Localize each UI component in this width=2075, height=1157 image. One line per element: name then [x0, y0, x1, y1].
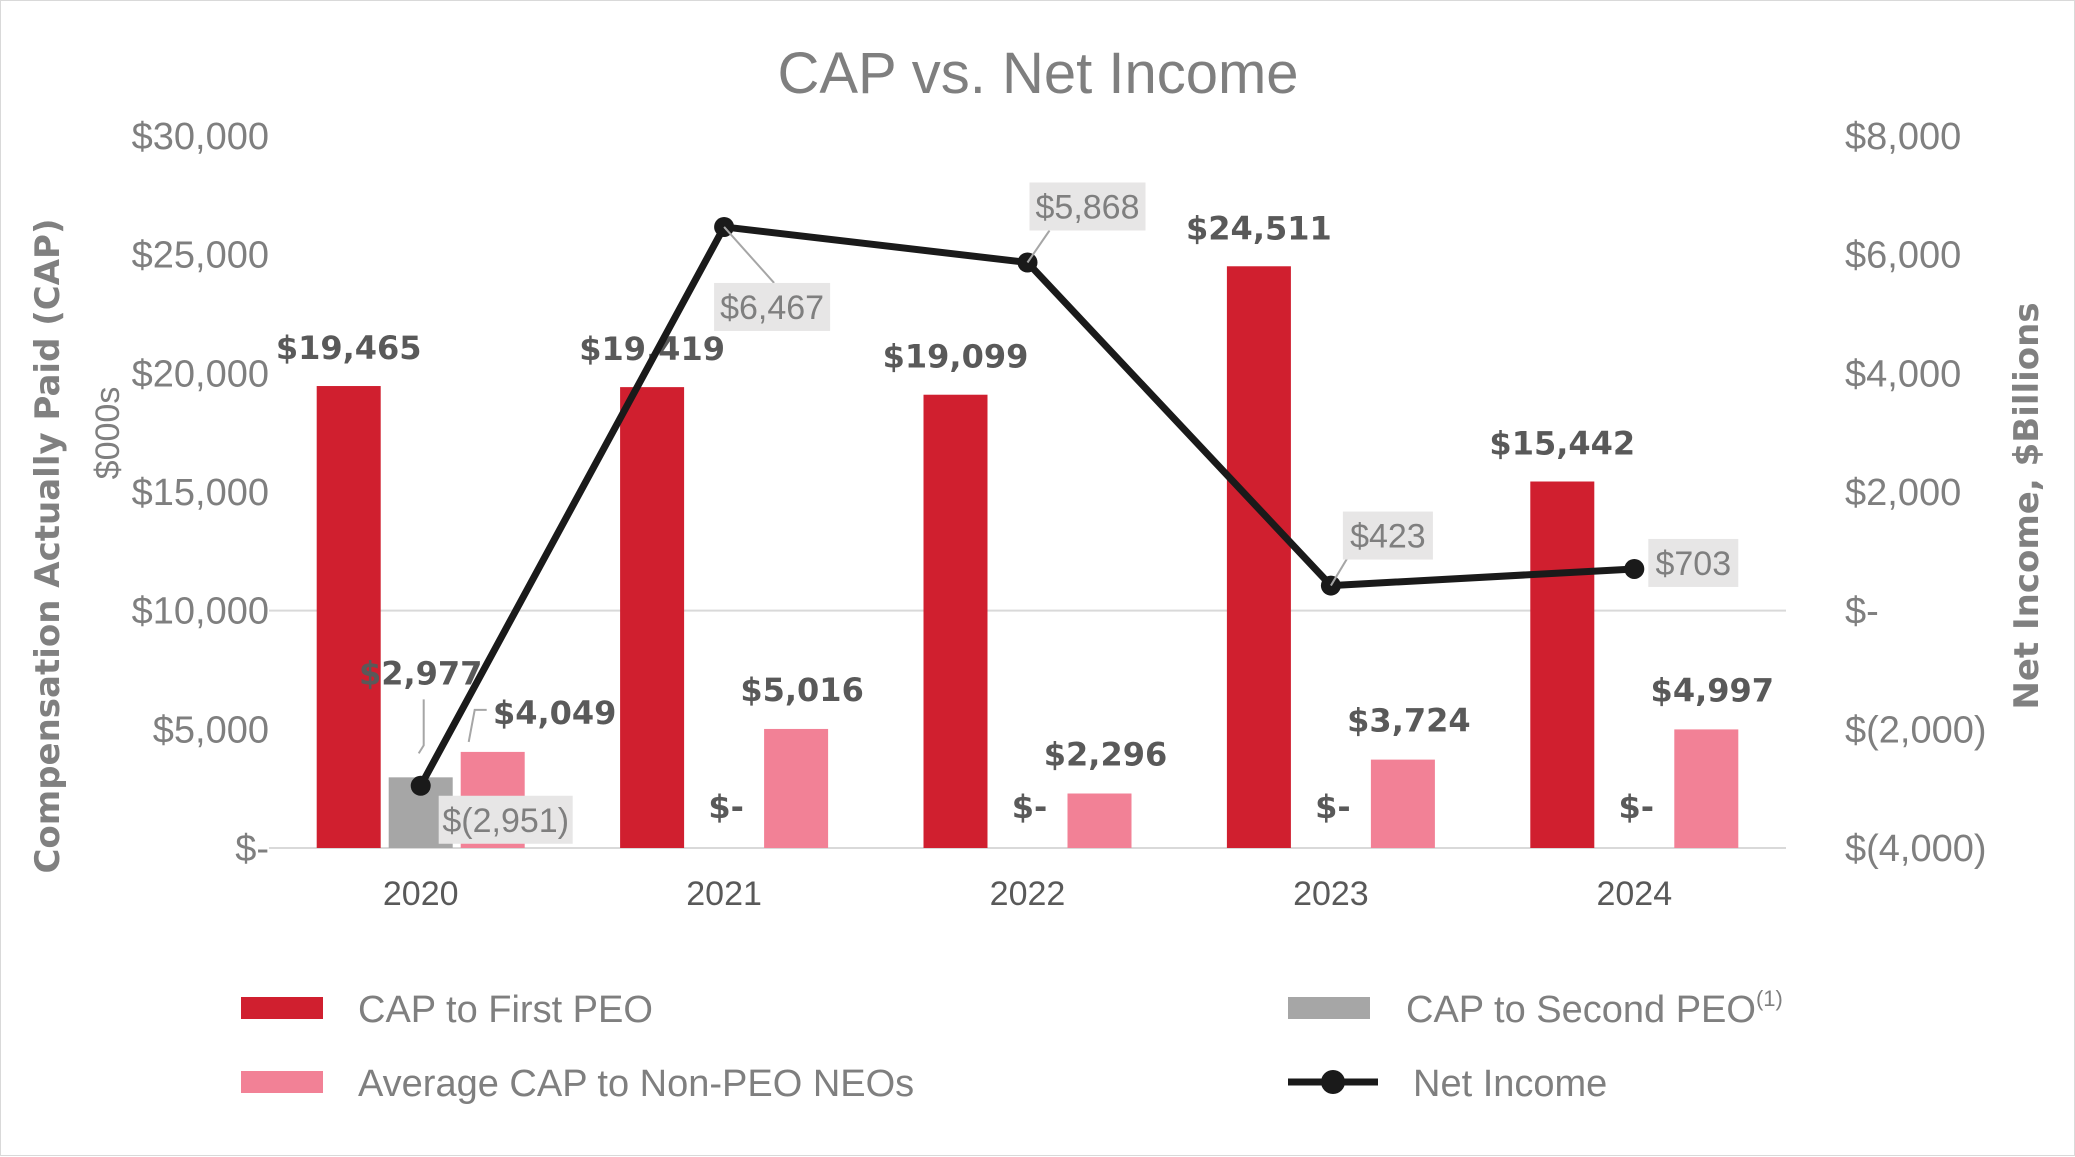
- legend-swatch: [241, 997, 323, 1019]
- y2-tick-label: $(2,000): [1845, 709, 1987, 751]
- net-income-callout-box: [1342, 511, 1433, 560]
- first-peo-bar: [923, 394, 988, 848]
- y-tick-label: $30,000: [132, 116, 269, 158]
- legend-label-text: CAP to Second PEO: [1406, 989, 1756, 1031]
- y-tick-label: $20,000: [132, 353, 269, 395]
- y-tick-label: $25,000: [132, 235, 269, 277]
- legend-label-text: Average CAP to Non-PEO NEOs: [358, 1063, 914, 1105]
- legend-label: CAP to First PEO: [358, 989, 653, 1031]
- bar-data-label: $-: [1315, 788, 1351, 826]
- right-axis-ticks: $(4,000) $(2,000) $- $2,000 $4,000 $6,000 $8,0…: [1845, 116, 1987, 870]
- y2-tick-label: $-: [1845, 591, 1879, 633]
- y-tick-label: $10,000: [132, 591, 269, 633]
- y2-tick-label: $6,000: [1845, 235, 1961, 277]
- bar-data-label: $-: [1012, 788, 1048, 826]
- callout-leader-line: [1026, 229, 1051, 264]
- legend-label-text: Net Income: [1413, 1063, 1607, 1105]
- net-income-callout-box: [714, 282, 831, 331]
- non-peo-neo-bar: [1370, 759, 1435, 848]
- bar-data-label: $2,296: [1044, 736, 1167, 774]
- y2-tick-label: $(4,000): [1845, 828, 1987, 870]
- non-peo-neo-bar: [764, 728, 829, 848]
- net-income-data-label: $6,467: [720, 289, 824, 327]
- x-tick-label: 2024: [1596, 875, 1672, 913]
- left-axis-ticks: $- $5,000 $10,000 $15,000 $20,000 $25,000 $30,…: [132, 116, 269, 870]
- y2-tick-label: $2,000: [1845, 472, 1961, 514]
- bar-data-label: $4,049: [493, 694, 616, 732]
- net-income-callout-box: [1029, 182, 1146, 231]
- net-income-point: [1624, 558, 1645, 579]
- bar-data-label: $2,977: [359, 654, 482, 692]
- net-income-data-label: $423: [1350, 518, 1426, 556]
- first-peo-bar: [316, 386, 381, 848]
- y-tick-label: $5,000: [153, 709, 269, 751]
- non-peo-neo-bar: [1067, 793, 1132, 848]
- net-income-data-label: $5,868: [1036, 188, 1140, 226]
- legend-footnote-marker: (1): [1756, 986, 1783, 1011]
- y-tick-label: $-: [235, 828, 269, 870]
- chart-title: CAP vs. Net Income: [777, 41, 1298, 106]
- x-tick-label: 2023: [1293, 875, 1369, 913]
- bar-data-label: $24,511: [1186, 209, 1332, 247]
- x-axis-ticks: 2020 2021 2022 2023 2024: [383, 875, 1672, 913]
- net-income-callout-box: [438, 795, 573, 844]
- right-axis-title: Net Income, $Billions: [2007, 302, 2047, 709]
- legend-marker: [1321, 1070, 1345, 1094]
- bar-data-label: $5,016: [740, 671, 863, 709]
- bar-data-labels: $19,465 $19,419 $19,099$24,511$15,442$2,97…: [276, 209, 1774, 826]
- bar-data-label: $-: [708, 788, 744, 826]
- bar-data-label: $19,099: [883, 338, 1029, 376]
- legend-swatch: [241, 1071, 323, 1093]
- callout-leader-line: [1330, 555, 1350, 587]
- label-leader-line: [467, 708, 487, 743]
- net-income-callout-box: [1648, 538, 1739, 587]
- first-peo-bar: [1226, 266, 1291, 848]
- first-peo-bar: [1530, 481, 1595, 848]
- legend-label: Average CAP to Non-PEO NEOs: [358, 1063, 914, 1105]
- left-axis-unit: $000s: [89, 387, 127, 480]
- x-tick-label: 2022: [990, 875, 1066, 913]
- bar-data-label: $-: [1619, 788, 1655, 826]
- y2-tick-label: $8,000: [1845, 116, 1961, 158]
- net-income-data-label: $703: [1655, 545, 1731, 583]
- bar-data-label: $3,724: [1347, 702, 1470, 740]
- net-income-data-label: $(2,951): [442, 802, 569, 840]
- bar-data-label: $4,997: [1651, 671, 1774, 709]
- bar-data-label: $19,465: [276, 329, 422, 367]
- callout-leader-line: [723, 226, 775, 284]
- first-peo-bar: [620, 387, 685, 848]
- legend-swatch: [1288, 997, 1370, 1019]
- legend: CAP to First PEO CAP to Second PEO(1) Aver…: [241, 986, 1783, 1105]
- legend-label-text: CAP to First PEO: [358, 989, 653, 1031]
- bar-data-label: $15,442: [1489, 425, 1635, 463]
- x-tick-label: 2021: [686, 875, 762, 913]
- net-income-point: [410, 775, 431, 796]
- y-tick-label: $15,000: [132, 472, 269, 514]
- left-axis-title: Compensation Actually Paid (CAP): [28, 218, 68, 873]
- y2-tick-label: $4,000: [1845, 353, 1961, 395]
- net-income-line-layer: $(2,951) $6,467 $5,868 $423 $703: [410, 182, 1739, 844]
- x-tick-label: 2020: [383, 875, 459, 913]
- label-leader-line: [417, 699, 425, 754]
- legend-label: Net Income: [1413, 1063, 1607, 1105]
- legend-label: CAP to Second PEO(1): [1406, 986, 1783, 1031]
- non-peo-neo-bar: [1674, 729, 1739, 848]
